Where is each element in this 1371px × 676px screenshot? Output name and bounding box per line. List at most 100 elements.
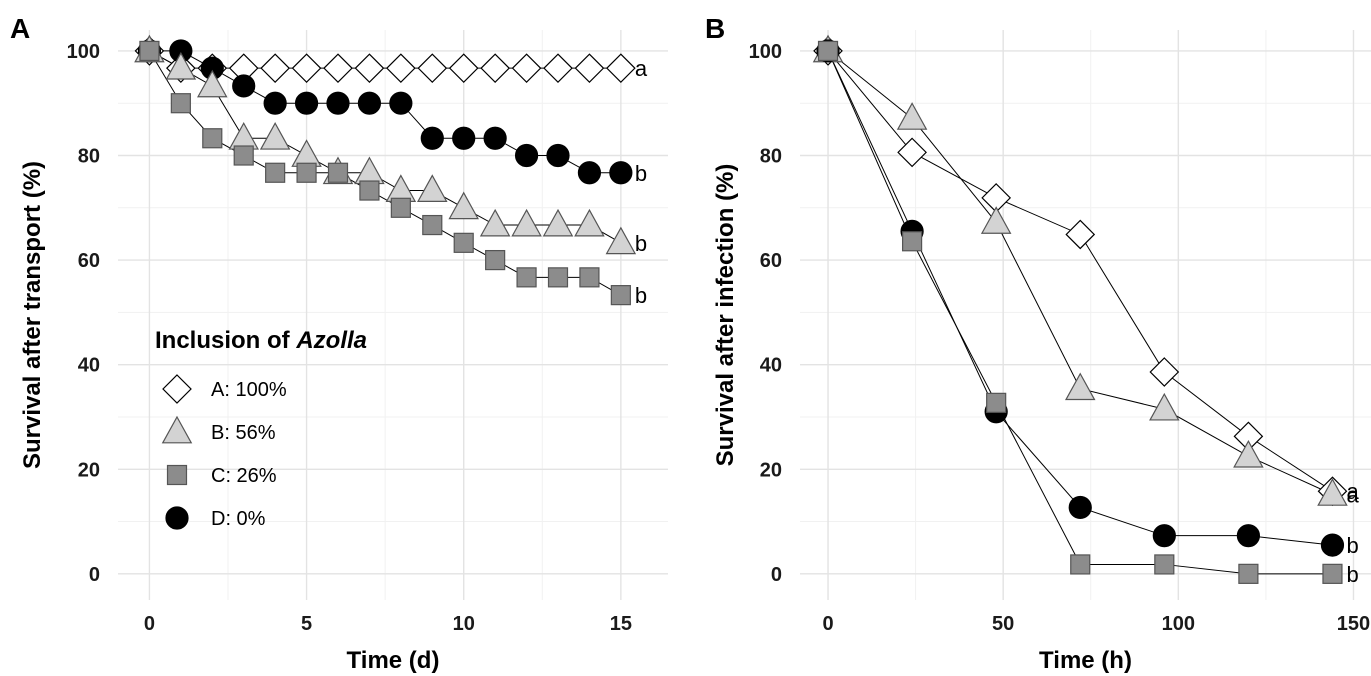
point-d bbox=[294, 91, 319, 115]
y-tick-label: 20 bbox=[78, 459, 100, 481]
point-d bbox=[609, 161, 633, 185]
point-b bbox=[354, 156, 385, 185]
x-tick-label: 0 bbox=[144, 613, 155, 635]
x-tick-label: 5 bbox=[301, 613, 312, 635]
series-line-b bbox=[149, 50, 622, 244]
y-axis-title: Survival after transport (%) bbox=[19, 161, 46, 469]
point-b bbox=[574, 208, 605, 237]
x-tick-label: 150 bbox=[1337, 613, 1370, 635]
panel-label: B bbox=[705, 13, 725, 44]
point-c bbox=[422, 214, 443, 236]
point-c bbox=[901, 231, 923, 252]
point-c bbox=[986, 392, 1007, 413]
point-b bbox=[605, 226, 637, 255]
point-b bbox=[197, 69, 228, 98]
point-d bbox=[263, 91, 287, 115]
significance-label-c: b bbox=[1346, 562, 1358, 587]
x-tick-label: 0 bbox=[822, 613, 833, 635]
point-c bbox=[485, 249, 506, 271]
point-c bbox=[1322, 563, 1343, 584]
legend: Inclusion of Azolla A: 100% B: 56% C: 26% D:… bbox=[155, 327, 367, 530]
point-b bbox=[448, 191, 479, 220]
point-a bbox=[260, 53, 290, 84]
point-c bbox=[547, 267, 569, 288]
y-tick-label: 0 bbox=[89, 564, 100, 586]
legend-label-a: A: 100% bbox=[211, 379, 287, 401]
point-b bbox=[1317, 478, 1348, 506]
point-d bbox=[326, 91, 350, 115]
legend-title: Inclusion of Azolla bbox=[155, 327, 367, 354]
point-c bbox=[516, 267, 537, 288]
point-c bbox=[170, 93, 191, 114]
panel-a: 0 5 10 15 0 20 40 60 80 100 Time (d) Survival after… bbox=[10, 13, 668, 674]
series-line-d bbox=[149, 50, 621, 174]
series-line-a bbox=[827, 50, 1333, 492]
point-c bbox=[233, 145, 254, 166]
series-line-a bbox=[149, 50, 621, 69]
y-tick-label: 60 bbox=[78, 250, 100, 272]
point-d bbox=[577, 161, 602, 185]
point-b bbox=[542, 208, 574, 237]
point-d bbox=[420, 126, 444, 150]
legend-marker-b bbox=[161, 415, 193, 444]
point-b bbox=[1149, 392, 1180, 421]
legend-label-b: B: 56% bbox=[211, 422, 276, 444]
y-axis-title: Survival after infection (%) bbox=[712, 164, 739, 467]
point-a bbox=[897, 137, 927, 168]
point-d bbox=[1320, 533, 1345, 557]
significance-label-d: b bbox=[635, 161, 647, 186]
legend-label-d: D: 0% bbox=[211, 508, 266, 530]
legend-marker-d bbox=[165, 506, 189, 530]
point-b bbox=[417, 174, 448, 202]
panel-label: A bbox=[10, 13, 30, 44]
grid bbox=[800, 30, 1371, 600]
series-markers bbox=[134, 34, 637, 306]
point-b bbox=[980, 206, 1012, 234]
y-tick-label: 40 bbox=[760, 355, 782, 377]
point-c bbox=[296, 162, 317, 183]
point-b bbox=[511, 208, 542, 237]
legend-label-c: C: 26% bbox=[211, 465, 277, 487]
point-a bbox=[386, 53, 416, 84]
point-c bbox=[390, 197, 411, 218]
y-tick-label: 20 bbox=[760, 459, 782, 481]
point-d bbox=[357, 91, 382, 115]
point-c bbox=[579, 267, 600, 288]
x-tick-label: 50 bbox=[992, 613, 1014, 635]
y-tick-label: 0 bbox=[771, 564, 782, 586]
x-axis-title: Time (d) bbox=[347, 647, 440, 674]
point-b bbox=[1064, 372, 1096, 401]
significance-label-d: b bbox=[1346, 533, 1358, 558]
point-d bbox=[1068, 495, 1092, 520]
y-tick-label: 100 bbox=[749, 41, 782, 63]
y-tick-label: 100 bbox=[67, 41, 100, 63]
grid bbox=[118, 30, 668, 600]
point-d bbox=[483, 126, 507, 150]
series-lines bbox=[149, 50, 622, 296]
series-markers bbox=[812, 34, 1348, 584]
point-c bbox=[202, 128, 223, 149]
point-b bbox=[165, 51, 197, 80]
point-d bbox=[452, 126, 476, 150]
y-tick-label: 40 bbox=[78, 355, 100, 377]
x-axis-title: Time (h) bbox=[1039, 647, 1132, 674]
point-a bbox=[543, 53, 573, 84]
point-d bbox=[1152, 524, 1176, 548]
x-tick-label: 10 bbox=[453, 613, 475, 635]
point-c bbox=[265, 162, 286, 183]
point-c bbox=[610, 285, 631, 306]
y-tick-label: 80 bbox=[760, 146, 782, 168]
point-d bbox=[232, 74, 256, 98]
legend-marker-a bbox=[162, 374, 192, 404]
point-a bbox=[291, 53, 322, 84]
x-tick-label: 15 bbox=[610, 613, 632, 635]
point-c bbox=[327, 162, 349, 183]
point-b bbox=[228, 122, 259, 150]
point-a bbox=[1065, 219, 1096, 250]
point-b bbox=[385, 174, 417, 202]
point-d bbox=[546, 143, 570, 168]
x-tick-label: 100 bbox=[1162, 613, 1195, 635]
point-d bbox=[1236, 524, 1260, 548]
significance-label-a: a bbox=[1346, 479, 1359, 504]
